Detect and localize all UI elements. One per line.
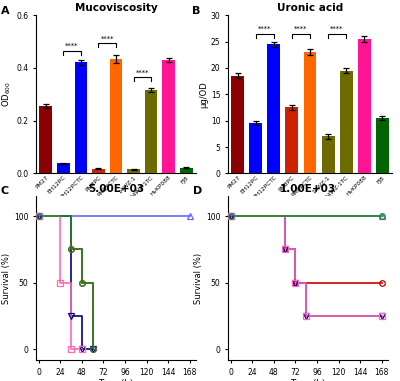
FJ8: [80, 280, 84, 285]
Y-axis label: Survival (%): Survival (%): [194, 253, 203, 304]
Bar: [145, 90, 158, 173]
Legend: PM27, EH12PC, EH12PC-TC, HvKP1088, FJ8: PM27, EH12PC, EH12PC-TC, HvKP1088, FJ8: [312, 257, 361, 299]
Bar: [127, 170, 140, 173]
Title: 5.00E+03: 5.00E+03: [88, 184, 144, 194]
Bar: [92, 169, 105, 173]
Text: A: A: [1, 6, 10, 16]
EH12PC-TC: [379, 314, 384, 319]
EH12PC-TC: [36, 214, 41, 218]
Bar: [340, 70, 352, 173]
HvKP1088: [69, 347, 74, 352]
HvKP1088: [228, 214, 233, 218]
Text: ****: ****: [100, 35, 114, 41]
Line: EH12PC-TC: EH12PC-TC: [36, 213, 96, 352]
EH12PC-TC: [304, 314, 309, 319]
HvKP1088: [36, 214, 41, 218]
Line: FJ8: FJ8: [36, 213, 96, 352]
PM27: [80, 280, 84, 285]
X-axis label: Time (h): Time (h): [290, 379, 326, 381]
HvKP1088: [58, 280, 63, 285]
HvKP1088: [304, 314, 309, 319]
Text: ****: ****: [330, 26, 344, 32]
Text: ****: ****: [258, 26, 272, 32]
HvKP1088: [282, 247, 287, 252]
PM27: [282, 247, 287, 252]
EH12PC-TC: [293, 280, 298, 285]
EH12PC-TC: [90, 347, 95, 352]
Title: 1.00E+03: 1.00E+03: [280, 184, 336, 194]
Text: B: B: [192, 6, 200, 16]
Text: ****: ****: [65, 43, 79, 49]
Y-axis label: Survival (%): Survival (%): [2, 253, 11, 304]
Bar: [286, 107, 298, 173]
Bar: [39, 106, 52, 173]
Bar: [358, 39, 370, 173]
Bar: [268, 44, 280, 173]
Line: HvKP1088: HvKP1088: [228, 213, 384, 319]
PM27: [90, 347, 95, 352]
Y-axis label: OD$_{600}$: OD$_{600}$: [1, 82, 14, 107]
Text: ****: ****: [136, 70, 149, 75]
Line: PM27: PM27: [36, 213, 96, 352]
Bar: [322, 136, 334, 173]
Line: HvKP1088: HvKP1088: [36, 213, 85, 352]
Text: D: D: [193, 186, 202, 196]
Bar: [376, 118, 388, 173]
Text: C: C: [1, 186, 9, 196]
Bar: [304, 52, 316, 173]
EH12PC-TC: [80, 347, 84, 352]
Title: Mucoviscosity: Mucoviscosity: [75, 3, 157, 13]
HvKP1088: [293, 280, 298, 285]
PM27: [228, 214, 233, 218]
X-axis label: Time (h): Time (h): [98, 379, 134, 381]
Bar: [57, 163, 70, 173]
Bar: [250, 123, 262, 173]
FJ8: [36, 214, 41, 218]
PM27: [36, 214, 41, 218]
Bar: [232, 76, 244, 173]
Text: ****: ****: [294, 26, 308, 32]
EH12PC-TC: [228, 214, 233, 218]
FJ8: [90, 347, 95, 352]
EH12PC-TC: [69, 314, 74, 319]
PM27: [293, 280, 298, 285]
Bar: [110, 59, 122, 173]
Bar: [162, 60, 175, 173]
Line: EH12PC-TC: EH12PC-TC: [228, 213, 384, 319]
FJ8: [69, 247, 74, 252]
HvKP1088: [80, 347, 84, 352]
PM27: [69, 247, 74, 252]
EH12PC-TC: [282, 247, 287, 252]
PM27: [379, 280, 384, 285]
Line: PM27: PM27: [228, 213, 384, 286]
Bar: [74, 62, 87, 173]
Title: Uronic acid: Uronic acid: [277, 3, 343, 13]
Y-axis label: μg/OD: μg/OD: [199, 81, 208, 108]
HvKP1088: [379, 314, 384, 319]
Bar: [180, 168, 193, 173]
